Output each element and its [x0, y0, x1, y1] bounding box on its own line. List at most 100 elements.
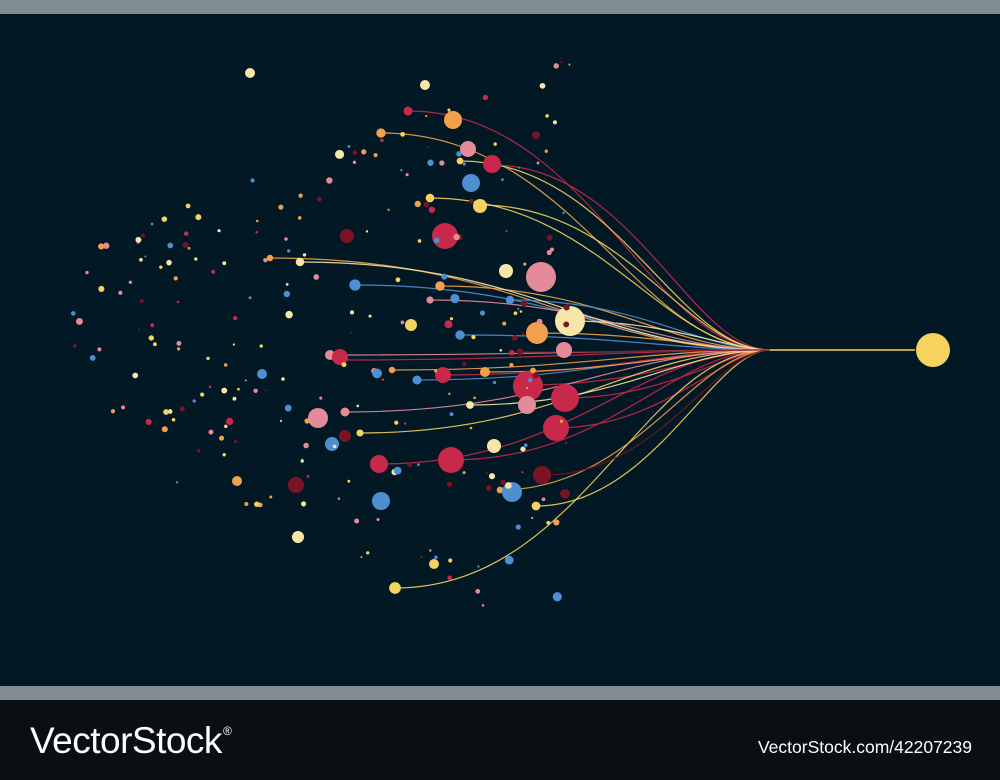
particle-dot: [254, 501, 260, 507]
particle-dot: [347, 145, 351, 148]
feature-dot: [332, 349, 348, 365]
particle-dot: [224, 424, 228, 429]
particle-dot: [448, 392, 451, 395]
particle-dot: [564, 441, 568, 445]
feature-dot: [555, 306, 585, 336]
bottom-border-strip: [0, 686, 1000, 700]
particle-dot: [171, 418, 176, 422]
particle-dot: [515, 524, 521, 530]
particle-dot: [217, 229, 221, 233]
feature-dot: [462, 174, 480, 192]
particle-dot: [504, 555, 514, 565]
particle-dot: [352, 160, 357, 164]
feature-dot: [288, 477, 304, 493]
particle-dot: [97, 347, 102, 352]
particle-dot: [481, 604, 485, 607]
strand-start-dot: [479, 366, 491, 378]
strand-start-dot: [531, 501, 541, 511]
particle-dot: [85, 270, 89, 275]
strand-start-dot: [425, 193, 435, 203]
particle-dot: [250, 178, 255, 183]
particle-dot: [485, 472, 488, 475]
strand-start-dot: [426, 296, 434, 304]
particle-dot: [550, 247, 554, 252]
particle-dot: [420, 555, 423, 559]
strand-start-dot: [516, 348, 524, 356]
particle-dot: [492, 380, 497, 385]
particle-dot: [98, 243, 105, 250]
strand-start-dot: [403, 106, 413, 116]
particle-dot: [144, 255, 147, 258]
particle-dot: [448, 558, 453, 563]
brand-name: VectorStock: [30, 720, 222, 761]
particle-dot: [387, 208, 390, 211]
particle-dot: [500, 479, 506, 485]
feature-dot: [551, 384, 579, 412]
particle-dot: [462, 361, 467, 366]
strand-start-dot: [376, 128, 386, 138]
particle-dot: [536, 318, 543, 325]
strand-line: [429, 197, 771, 351]
particle-dot: [163, 409, 169, 415]
particle-dot: [255, 230, 259, 234]
strand-line: [391, 349, 771, 371]
particle-dot: [563, 304, 570, 311]
particle-dot: [553, 519, 560, 526]
particle-dot: [552, 592, 562, 602]
feature-dot: [543, 415, 569, 441]
particle-dot: [568, 63, 571, 66]
particle-dot: [532, 131, 540, 140]
particle-dot: [434, 369, 438, 373]
particle-dot: [237, 387, 240, 391]
particle-dot: [471, 334, 476, 340]
artwork-area: [0, 14, 1000, 686]
strand-start-dot: [388, 366, 396, 374]
particle-dot: [194, 257, 198, 261]
vectorstock-logo: VectorStock®: [30, 720, 232, 762]
feature-dot: [232, 476, 242, 486]
particle-dot: [135, 236, 142, 243]
particle-dot: [453, 233, 460, 241]
feature-dot: [429, 559, 439, 569]
registered-mark: ®: [222, 724, 232, 738]
feature-dot: [325, 437, 339, 451]
particle-dot: [176, 340, 182, 346]
particle-dot: [167, 242, 174, 249]
particle-dot: [376, 517, 380, 522]
particle-dot: [121, 405, 126, 410]
feature-dot: [372, 492, 390, 510]
particle-dot: [223, 363, 228, 367]
particle-dot: [509, 362, 514, 368]
particle-dot: [302, 253, 307, 257]
particle-dot: [393, 466, 402, 475]
particle-dot: [429, 549, 432, 552]
particle-dot: [297, 216, 302, 220]
particle-dot: [150, 222, 154, 226]
particle-dot: [447, 108, 451, 112]
particle-dot: [366, 551, 370, 555]
particle-dot: [218, 435, 225, 441]
particle-dot: [284, 404, 292, 412]
converging-lines-illustration: [70, 61, 950, 607]
particle-dot: [159, 265, 163, 269]
origin-gold-dot: [916, 333, 950, 367]
particle-dot: [166, 259, 172, 266]
particle-dot: [206, 356, 210, 361]
particle-dot: [234, 440, 238, 444]
particle-dot: [505, 230, 508, 233]
particle-dot: [317, 196, 322, 202]
particle-dot: [350, 331, 353, 334]
particle-dot: [417, 463, 420, 467]
strand-line: [450, 349, 771, 461]
particle-dot: [244, 379, 247, 382]
particle-dot: [176, 300, 180, 304]
feature-dot: [420, 80, 430, 90]
particle-dot: [356, 404, 360, 408]
particle-dot: [304, 418, 310, 424]
particle-dot: [73, 344, 77, 348]
particle-dot: [462, 471, 466, 475]
particle-dot: [475, 588, 481, 594]
particle-dot: [281, 377, 285, 381]
particle-dot: [560, 61, 563, 64]
particle-dot: [469, 426, 473, 430]
